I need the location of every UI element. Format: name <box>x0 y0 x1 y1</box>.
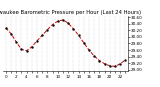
Title: Milwaukee Barometric Pressure per Hour (Last 24 Hours): Milwaukee Barometric Pressure per Hour (… <box>0 10 141 15</box>
